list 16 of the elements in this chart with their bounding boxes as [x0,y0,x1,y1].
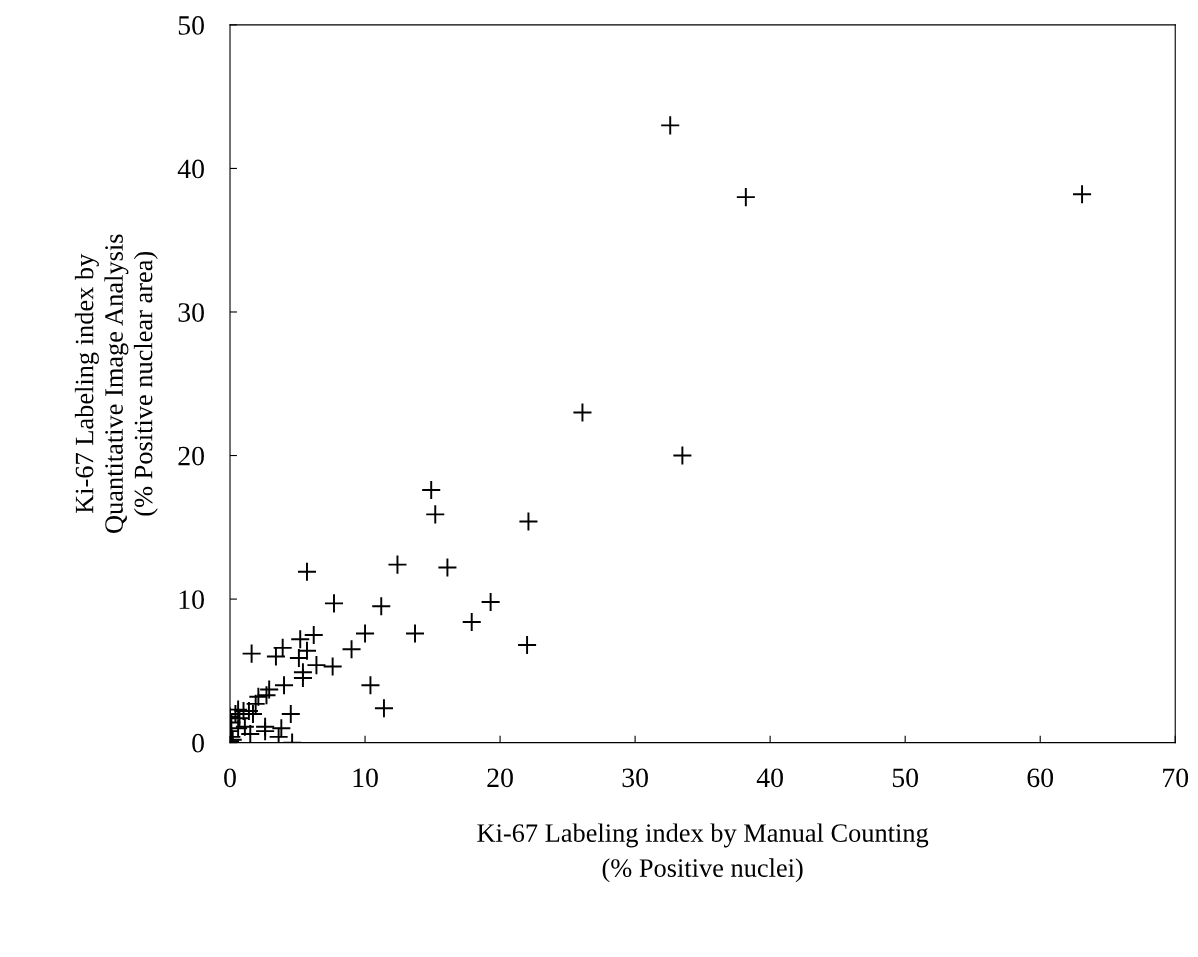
y-axis-title: Ki-67 Labeling index by Quantitative Image Analysis (% Positive nuclear area) [74,234,158,533]
x-tick-label: 50 [892,768,918,788]
y-tick-label: 20 [178,446,204,466]
y-tick-label: 30 [178,303,204,322]
x-axis-title: Ki-67 Labeling index by Manual Counting (% Positive nuclei) [477,823,929,883]
y-tick-label: 0 [192,733,204,753]
x-tick-label: 70 [1163,768,1189,788]
x-tick-label: 30 [622,768,648,788]
y-tick-label: 50 [178,16,204,35]
y-tick-label: 40 [177,159,204,179]
x-tick-label: 0 [224,768,236,788]
x-tick-label: 10 [353,768,378,788]
x-tick-label: 20 [487,768,513,788]
x-tick-label: 60 [1027,768,1054,788]
y-tick-label: 10 [179,590,204,609]
x-tick-label: 40 [756,768,783,788]
